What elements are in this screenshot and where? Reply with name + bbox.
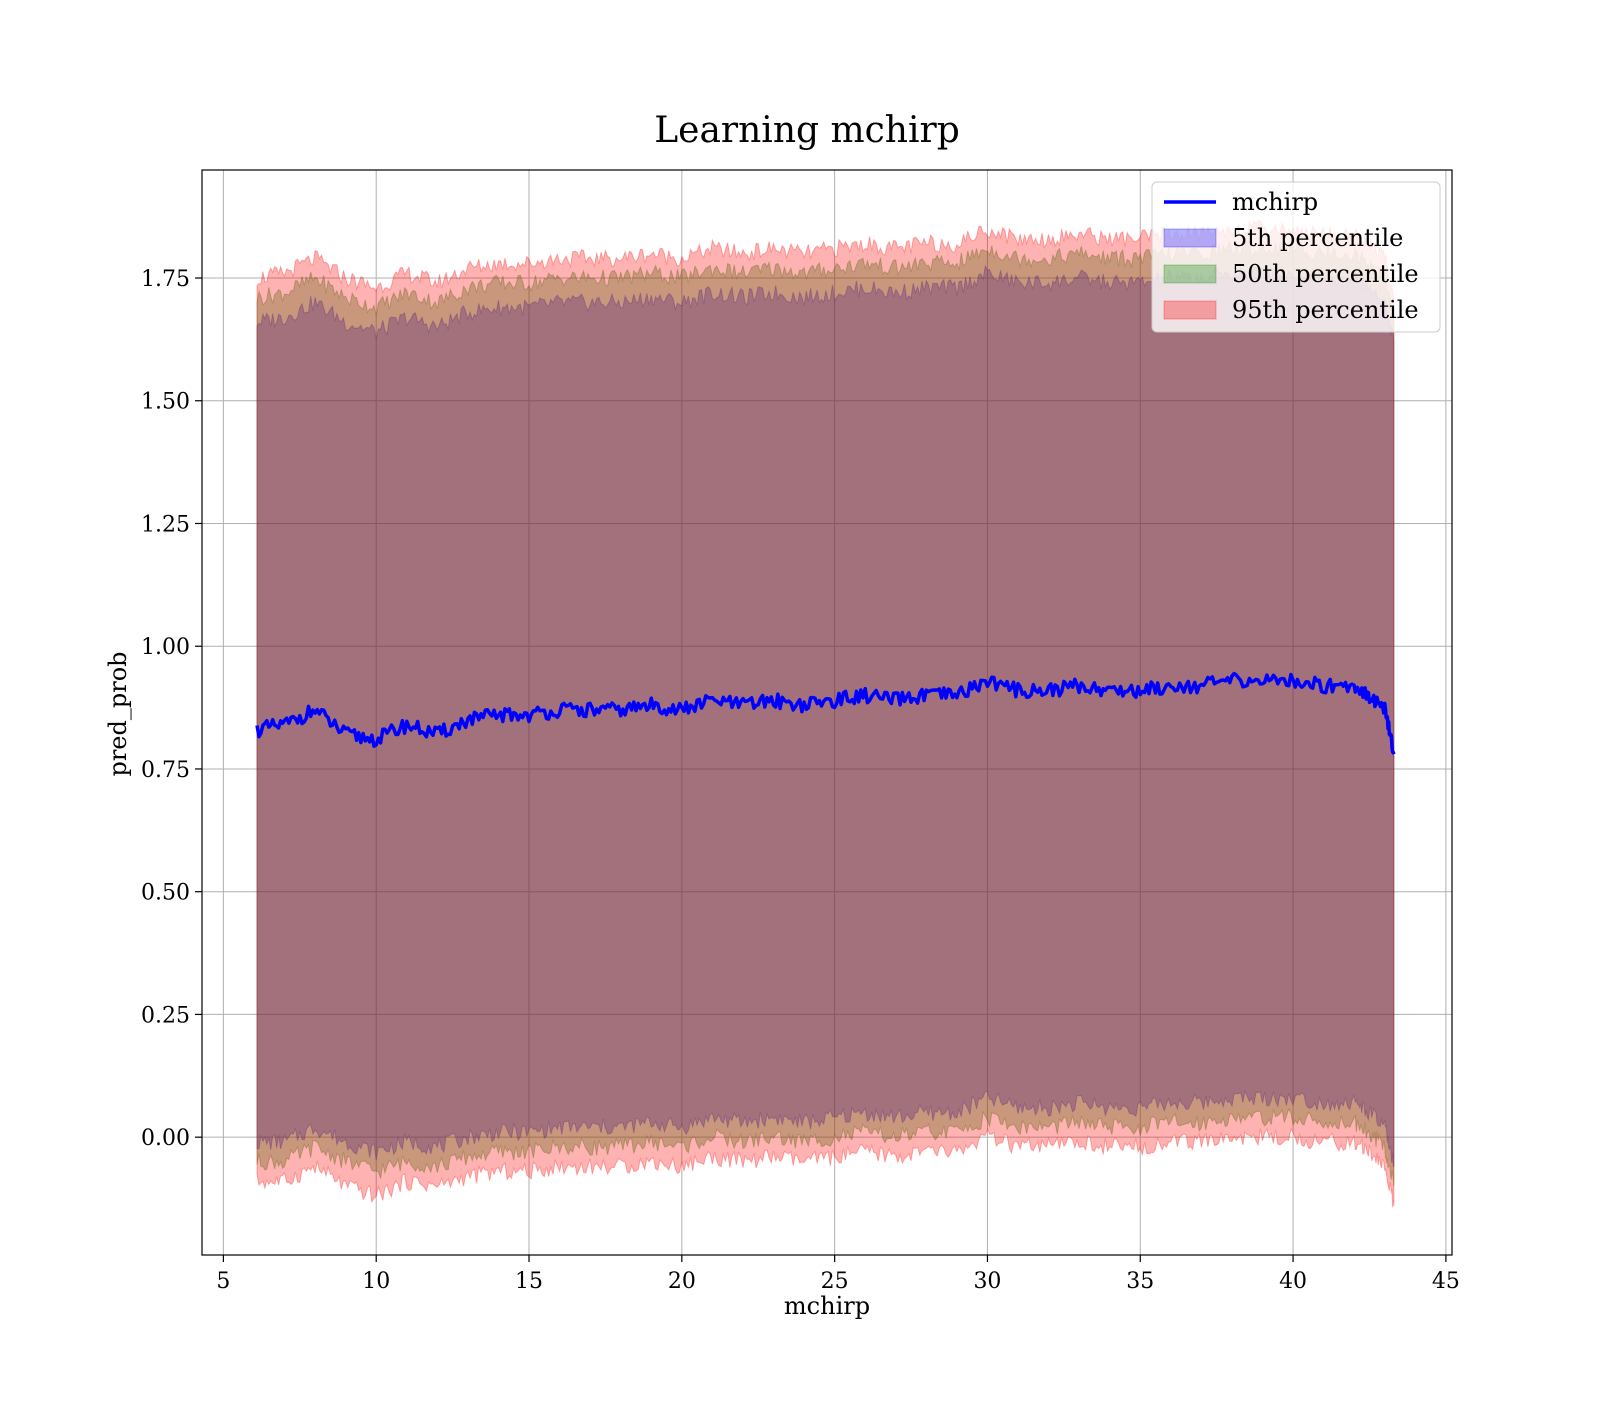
legend: mchirp 5th percentile 50th percentile 95th … — [1151, 181, 1441, 333]
legend-label: 50th percentile — [1232, 260, 1419, 288]
legend-label: 95th percentile — [1232, 296, 1419, 324]
x-tick-label: 15 — [515, 1269, 543, 1294]
y-tick-label: 1.50 — [141, 390, 190, 415]
legend-box — [1151, 181, 1441, 333]
legend-swatch-band — [1163, 264, 1217, 284]
y-tick-label: 0.50 — [141, 881, 190, 906]
y-tick-label: 1.25 — [141, 512, 190, 537]
legend-swatch-band — [1163, 300, 1217, 320]
x-tick-label: 5 — [216, 1269, 230, 1294]
band-50th-percentile — [256, 239, 1395, 1187]
x-tick-label: 30 — [973, 1269, 1001, 1294]
x-tick-label: 45 — [1432, 1269, 1460, 1294]
grid-layer — [202, 170, 1452, 1255]
band-layer — [256, 219, 1395, 1208]
x-tick-label: 35 — [1126, 1269, 1154, 1294]
legend-label: 5th percentile — [1232, 224, 1403, 252]
line-layer — [255, 671, 1396, 755]
y-tick-label: 0.75 — [141, 758, 190, 783]
chart-title: Learning mchirp — [654, 110, 960, 151]
axes-layer: 5 10 15 20 25 30 35 40 45 0.00 0.25 0.50 0.75 1.00 1.2… — [141, 169, 1460, 1294]
x-tick-label: 10 — [362, 1269, 390, 1294]
x-tick-label: 40 — [1279, 1269, 1307, 1294]
plot-frame — [201, 169, 1453, 1256]
y-axis-label: pred_prob — [104, 651, 132, 776]
x-tick-label: 25 — [821, 1269, 849, 1294]
y-tick-label: 0.25 — [141, 1003, 190, 1028]
band-5th-percentile — [256, 264, 1395, 1168]
x-tick-label: 20 — [668, 1269, 696, 1294]
legend-swatch-band — [1163, 228, 1217, 248]
x-axis-label: mchirp — [784, 1292, 870, 1320]
y-tick-label: 1.00 — [141, 635, 190, 660]
y-tick-label: 1.75 — [141, 267, 190, 292]
series-line-mchirp — [255, 671, 1396, 755]
legend-label: mchirp — [1232, 188, 1318, 216]
band-95th-percentile — [256, 219, 1395, 1208]
y-tick-label: 0.00 — [141, 1126, 190, 1151]
